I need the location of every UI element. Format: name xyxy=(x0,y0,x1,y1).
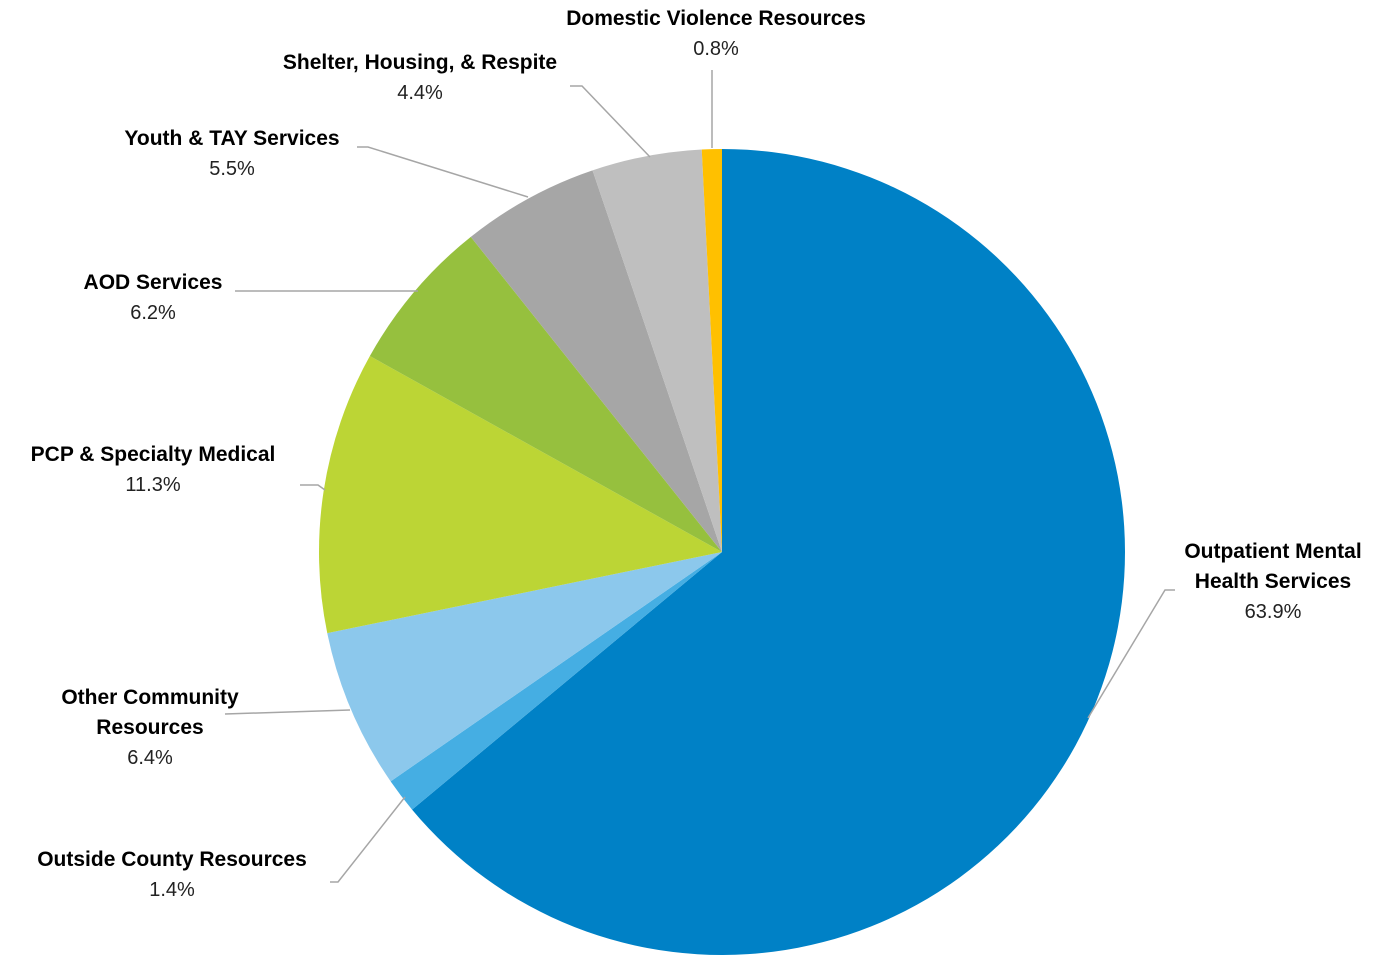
category-label: PCP & Specialty Medical xyxy=(30,443,276,466)
leader-line xyxy=(300,484,326,491)
pie-slice xyxy=(701,149,722,552)
data-label: Outside County Resources 1.4% xyxy=(37,845,307,905)
pie-slice xyxy=(412,149,1126,956)
value-label: 0.8% xyxy=(693,38,739,60)
category-label: Youth & TAY Services xyxy=(124,127,340,150)
leader-line xyxy=(357,146,529,198)
pie-slice xyxy=(319,356,722,634)
category-label: Domestic Violence Resources xyxy=(566,7,866,30)
data-label: AOD Services 6.2% xyxy=(84,268,223,328)
leader-line xyxy=(224,709,351,715)
pie-slice xyxy=(390,552,722,810)
leader-line xyxy=(330,796,406,883)
pie-slice xyxy=(369,236,722,552)
pie-slice xyxy=(327,552,722,782)
data-label: Youth & TAY Services 5.5% xyxy=(124,124,339,184)
category-label: AOD Services xyxy=(83,271,223,294)
value-label: 63.9% xyxy=(1244,601,1302,623)
data-label: Other Community Resources 6.4% xyxy=(30,683,270,773)
data-label: Domestic Violence Resources 0.8% xyxy=(566,4,866,64)
value-label: 4.4% xyxy=(397,82,443,104)
data-label: PCP & Specialty Medical 11.3% xyxy=(31,440,276,500)
category-label: Outpatient Mental Health Services xyxy=(1184,540,1362,593)
value-label: 1.4% xyxy=(149,879,195,901)
value-label: 6.4% xyxy=(127,747,173,769)
pie-slice xyxy=(592,149,722,553)
pie-slice xyxy=(470,170,722,553)
value-label: 6.2% xyxy=(130,302,176,324)
category-label: Outside County Resources xyxy=(37,848,307,871)
category-label: Shelter, Housing, & Respite xyxy=(282,51,558,74)
data-label: Shelter, Housing, & Respite 4.4% xyxy=(283,48,557,108)
leader-line xyxy=(1087,589,1175,719)
category-label: Other Community Resources xyxy=(61,686,239,739)
data-label: Outpatient Mental Health Services 63.9% xyxy=(1158,537,1388,627)
leader-line xyxy=(570,85,651,158)
value-label: 5.5% xyxy=(209,158,255,180)
value-label: 11.3% xyxy=(125,474,181,496)
